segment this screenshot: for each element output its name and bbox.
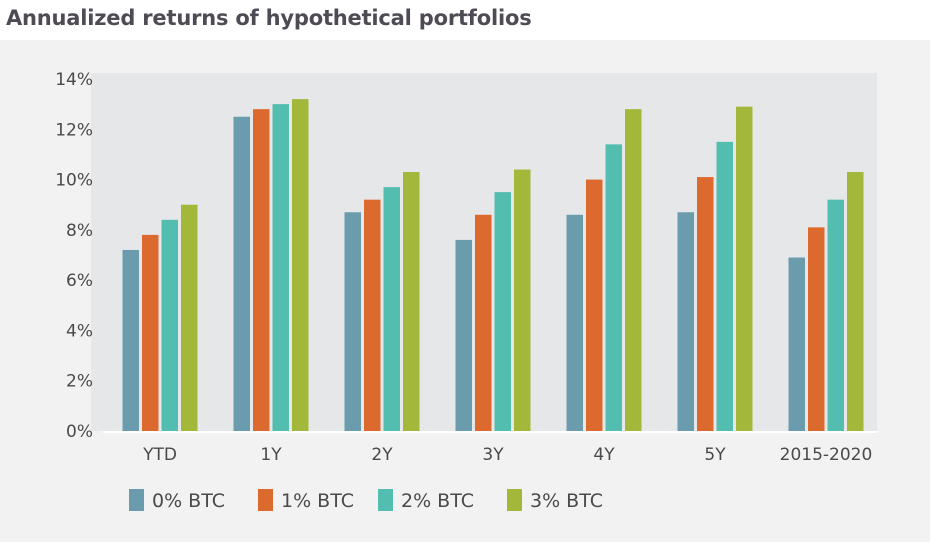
bar-1-btc-4y bbox=[586, 179, 603, 431]
bar-3-btc-3y bbox=[514, 169, 531, 431]
y-tick-label: 2% bbox=[66, 372, 93, 392]
bar-1-btc-1y bbox=[253, 109, 270, 432]
x-axis-baseline bbox=[103, 431, 877, 433]
y-tick-label: 4% bbox=[66, 321, 93, 341]
bar-0-btc-1y bbox=[233, 116, 250, 431]
bar-2-btc-2015-2020 bbox=[827, 199, 844, 431]
bar-1-btc-2y bbox=[364, 199, 381, 431]
x-tick-label: 4Y bbox=[593, 445, 615, 465]
bar-0-btc-5y bbox=[677, 212, 694, 431]
y-tick-label: 14% bbox=[55, 70, 93, 90]
x-tick-label: 3Y bbox=[482, 445, 504, 465]
bar-0-btc-2y bbox=[344, 212, 361, 431]
chart-title: Annualized returns of hypothetical portf… bbox=[6, 6, 532, 30]
bar-3-btc-ytd bbox=[181, 204, 198, 431]
x-tick-label: 2Y bbox=[371, 445, 393, 465]
y-tick-label: 10% bbox=[55, 171, 93, 191]
bar-0-btc-4y bbox=[566, 214, 583, 431]
bar-2-btc-1y bbox=[272, 104, 289, 432]
bar-0-btc-3y bbox=[455, 239, 472, 431]
legend-label: 3% BTC bbox=[530, 490, 603, 512]
y-tick-label: 12% bbox=[55, 120, 93, 140]
x-tick-label: 2015-2020 bbox=[780, 445, 873, 465]
bar-2-btc-3y bbox=[494, 192, 511, 431]
y-tick-label: 0% bbox=[66, 422, 93, 442]
bar-0-btc-2015-2020 bbox=[788, 257, 805, 431]
bar-3-btc-2y bbox=[403, 172, 420, 431]
bar-0-btc-ytd bbox=[122, 249, 139, 431]
bar-2-btc-4y bbox=[605, 144, 622, 431]
legend-swatch bbox=[507, 489, 522, 511]
bar-1-btc-2015-2020 bbox=[808, 227, 825, 431]
legend-swatch bbox=[258, 489, 273, 511]
bar-2-btc-ytd bbox=[161, 219, 178, 431]
bar-3-btc-5y bbox=[736, 106, 753, 432]
legend-swatch bbox=[378, 489, 393, 511]
legend-label: 1% BTC bbox=[281, 490, 354, 512]
bar-3-btc-2015-2020 bbox=[847, 172, 864, 431]
x-tick-label: 1Y bbox=[260, 445, 282, 465]
bar-3-btc-1y bbox=[292, 99, 309, 431]
legend-label: 2% BTC bbox=[401, 490, 474, 512]
bar-1-btc-3y bbox=[475, 214, 492, 431]
x-tick-label: YTD bbox=[142, 445, 177, 465]
legend-label: 0% BTC bbox=[152, 490, 225, 512]
bar-1-btc-5y bbox=[697, 177, 714, 431]
legend-swatch bbox=[129, 489, 144, 511]
bar-3-btc-4y bbox=[625, 109, 642, 432]
bar-2-btc-5y bbox=[716, 141, 733, 431]
x-tick-label: 5Y bbox=[704, 445, 726, 465]
bar-1-btc-ytd bbox=[142, 234, 159, 431]
y-tick-label: 6% bbox=[66, 271, 93, 291]
bar-2-btc-2y bbox=[383, 187, 400, 431]
y-tick-label: 8% bbox=[66, 221, 93, 241]
